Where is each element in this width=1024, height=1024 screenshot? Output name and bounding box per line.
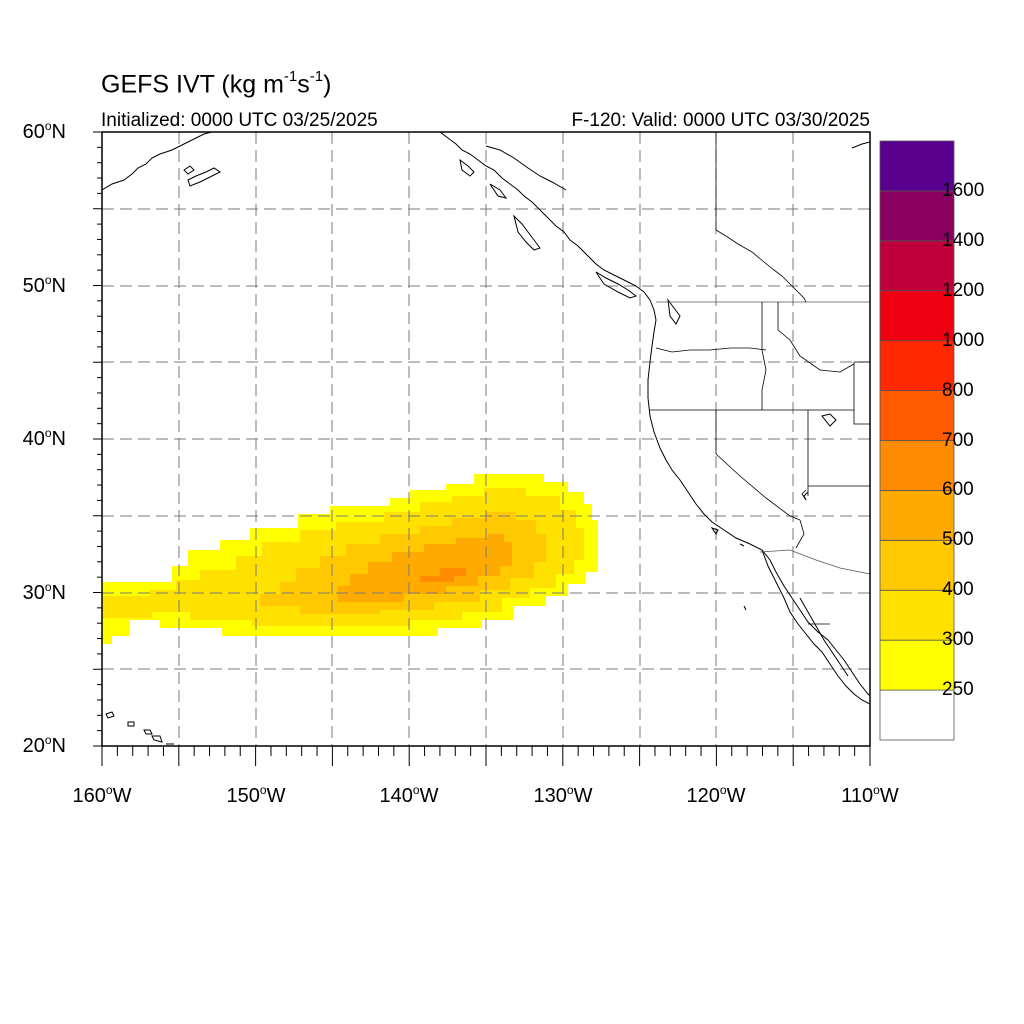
colorbar-swatch <box>879 390 955 441</box>
bc-coast <box>439 132 657 321</box>
coastlines <box>102 132 870 745</box>
lat-label-50: 50oN <box>22 273 66 297</box>
ivt-band-600 <box>420 568 466 582</box>
colorbar-label: 500 <box>942 529 974 551</box>
colorbar-swatch <box>879 140 955 192</box>
colorbar-swatch <box>879 689 955 741</box>
lon-label-150w: 150oW <box>226 783 286 807</box>
colorbar-label: 600 <box>942 479 974 501</box>
colorbar-swatch <box>879 290 955 342</box>
colorbar-swatch <box>879 639 955 691</box>
alaska-coast <box>102 132 213 191</box>
ivt-band-500 <box>338 534 512 602</box>
colorbar-label: 1400 <box>942 229 985 251</box>
colorbar-swatch <box>879 539 955 591</box>
ivt-shading <box>102 474 598 644</box>
colorbar-label: 1600 <box>942 179 985 201</box>
colorbar-label: 700 <box>942 429 974 451</box>
hawaii-islands <box>105 711 174 745</box>
lat-label-40: 40oN <box>22 426 66 450</box>
graticule <box>102 132 870 746</box>
political-boundaries <box>650 132 870 625</box>
lon-label-160w: 160oW <box>72 783 132 807</box>
colorbar-swatch <box>879 340 955 391</box>
baja-coast <box>761 549 870 705</box>
lon-label-110w: 110oW <box>841 783 899 807</box>
colorbar-label: 300 <box>942 629 974 651</box>
lat-label-20: 20oN <box>22 733 66 757</box>
colorbar-label: 400 <box>942 579 974 601</box>
axis-ticks <box>93 131 871 766</box>
colorbar-swatch <box>879 440 955 491</box>
colorbar-label: 1200 <box>942 279 985 301</box>
initialized-time: Initialized: 0000 UTC 03/25/2025 <box>101 110 378 131</box>
colorbar-swatch <box>879 240 955 292</box>
lon-label-130w: 130oW <box>533 783 593 807</box>
colorbar <box>879 140 955 741</box>
colorbar-swatch <box>879 490 955 541</box>
lat-label-60: 60oN <box>22 119 66 143</box>
us-west-coast <box>647 319 870 697</box>
lon-label-120w: 120oW <box>686 783 746 807</box>
lat-label-30: 30oN <box>22 580 66 604</box>
chart-title: GEFS IVT (kg m-1s-1) <box>101 68 332 99</box>
colorbar-swatch <box>879 190 955 242</box>
colorbar-label: 250 <box>942 679 974 701</box>
colorbar-label: 1000 <box>942 329 985 351</box>
colorbar-label: 800 <box>942 379 974 401</box>
valid-time: F-120: Valid: 0000 UTC 03/30/2025 <box>571 110 870 131</box>
lon-label-140w: 140oW <box>379 783 439 807</box>
